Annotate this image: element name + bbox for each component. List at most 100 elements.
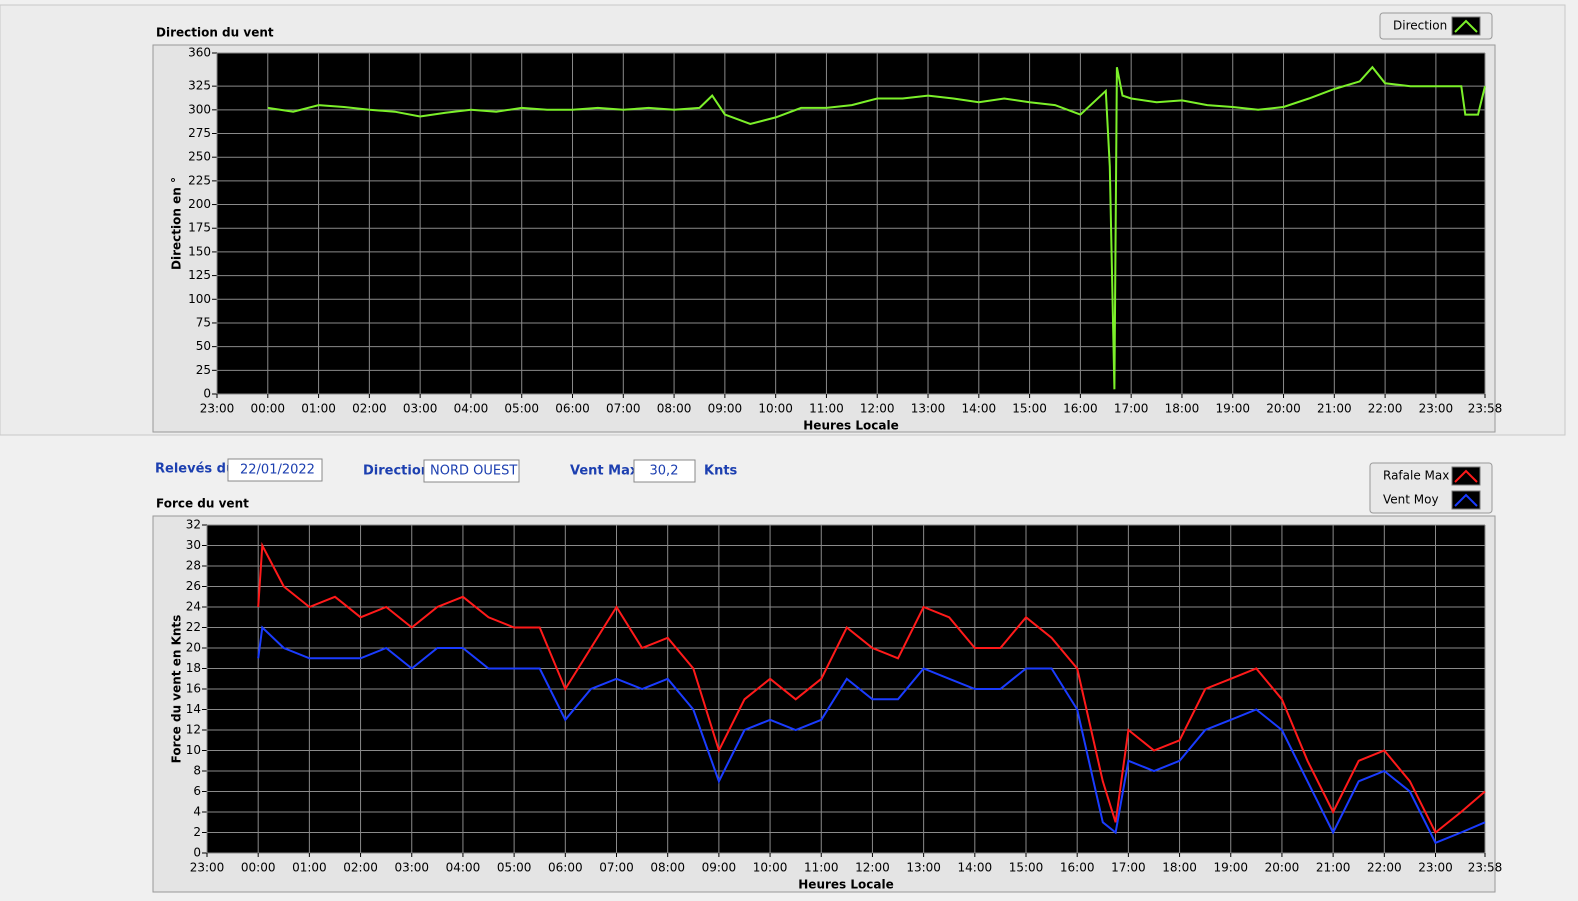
y-tick-label: 325 [188,79,211,93]
x-tick-label: 13:00 [906,861,941,875]
x-tick-label: 00:00 [250,402,285,416]
legend-swatch [1451,466,1481,486]
y-tick-label: 12 [186,723,201,737]
x-tick-label: 23:58 [1468,402,1503,416]
date-value: 22/01/2022 [240,463,315,478]
x-tick-label: 12:00 [855,861,890,875]
x-tick-label: 01:00 [301,402,336,416]
x-tick-label: 14:00 [962,402,997,416]
x-tick-label: 02:00 [352,402,387,416]
y-tick-label: 0 [193,846,201,860]
x-tick-label: 02:00 [343,861,378,875]
x-tick-label: 20:00 [1266,402,1301,416]
direction-field[interactable] [423,459,520,483]
y-tick-label: 10 [186,743,201,757]
x-tick-label: 21:00 [1316,861,1351,875]
y-tick-label: 22 [186,620,201,634]
chart-title: Force du vent [156,497,249,511]
x-tick-label: 10:00 [753,861,788,875]
x-tick-label: 23:00 [190,861,225,875]
y-tick-label: 30 [186,538,201,552]
x-tick-label: 04:00 [446,861,481,875]
data-line [257,541,1486,835]
y-tick-label: 2 [193,825,201,839]
x-tick-label: 14:00 [958,861,993,875]
x-tick-label: 05:00 [497,861,532,875]
y-tick-label: 6 [193,784,201,798]
x-axis-label: Heures Locale [803,419,898,433]
x-tick-label: 19:00 [1213,861,1248,875]
x-tick-label: 20:00 [1265,861,1300,875]
vent-max-value: 30,2 [650,464,679,479]
x-tick-label: 09:00 [708,402,743,416]
x-tick-label: 06:00 [555,402,590,416]
y-tick-label: 32 [186,518,201,532]
data-line [257,625,1486,845]
x-tick-label: 07:00 [606,402,641,416]
x-tick-label: 13:00 [911,402,946,416]
y-tick-label: 300 [188,102,211,116]
legend-swatch [1451,490,1481,510]
date-field[interactable] [227,458,323,482]
y-tick-label: 20 [186,641,201,655]
x-tick-label: 07:00 [599,861,634,875]
x-tick-label: 18:00 [1165,402,1200,416]
y-tick-label: 200 [188,197,211,211]
y-tick-label: 25 [196,363,211,377]
x-tick-label: 22:00 [1368,402,1403,416]
x-tick-label: 16:00 [1063,402,1098,416]
legend-swatch [1451,16,1481,36]
y-tick-label: 28 [186,559,201,573]
y-tick-label: 18 [186,661,201,675]
date-label: Relevés du [155,462,235,477]
x-tick-label: 11:00 [804,861,839,875]
legend-label: Vent Moy [1383,493,1439,507]
unit-label: Knts [704,464,738,479]
x-tick-label: 22:00 [1367,861,1402,875]
y-tick-label: 225 [188,173,211,187]
x-tick-label: 12:00 [860,402,895,416]
direction-value: NORD OUEST [430,464,517,479]
y-tick-label: 14 [186,702,201,716]
x-tick-label: 15:00 [1012,402,1047,416]
x-tick-label: 05:00 [504,402,539,416]
y-tick-label: 26 [186,579,201,593]
y-tick-label: 75 [196,315,211,329]
x-tick-label: 03:00 [403,402,438,416]
x-tick-label: 23:00 [1418,861,1453,875]
y-tick-label: 150 [188,244,211,258]
y-tick-label: 0 [203,387,211,401]
x-tick-label: 01:00 [292,861,327,875]
y-tick-label: 50 [196,339,211,353]
x-tick-label: 19:00 [1215,402,1250,416]
x-tick-label: 11:00 [809,402,844,416]
x-tick-label: 16:00 [1060,861,1095,875]
x-tick-label: 08:00 [650,861,685,875]
legend-line [1454,469,1478,483]
x-tick-label: 06:00 [548,861,583,875]
y-tick-label: 250 [188,150,211,164]
y-tick-label: 125 [188,268,211,282]
vent-max-field[interactable] [633,459,696,483]
vent-max-label: Vent Max [570,464,639,479]
x-tick-label: 21:00 [1317,402,1352,416]
y-tick-label: 4 [193,805,201,819]
y-tick-label: 275 [188,126,211,140]
legend-label: Direction [1393,19,1447,33]
x-tick-label: 10:00 [758,402,793,416]
x-tick-label: 17:00 [1111,861,1146,875]
x-tick-label: 17:00 [1114,402,1149,416]
x-tick-label: 15:00 [1009,861,1044,875]
y-axis-label: Direction en ° [170,177,184,270]
x-tick-label: 23:00 [1419,402,1454,416]
y-tick-label: 24 [186,600,201,614]
x-tick-label: 03:00 [394,861,429,875]
y-axis-label: Force du vent en Knts [170,615,184,764]
legend-line [1454,493,1478,507]
legend-line [1454,19,1478,33]
y-tick-label: 100 [188,292,211,306]
legend-label: Rafale Max [1383,469,1449,483]
x-tick-label: 08:00 [657,402,692,416]
